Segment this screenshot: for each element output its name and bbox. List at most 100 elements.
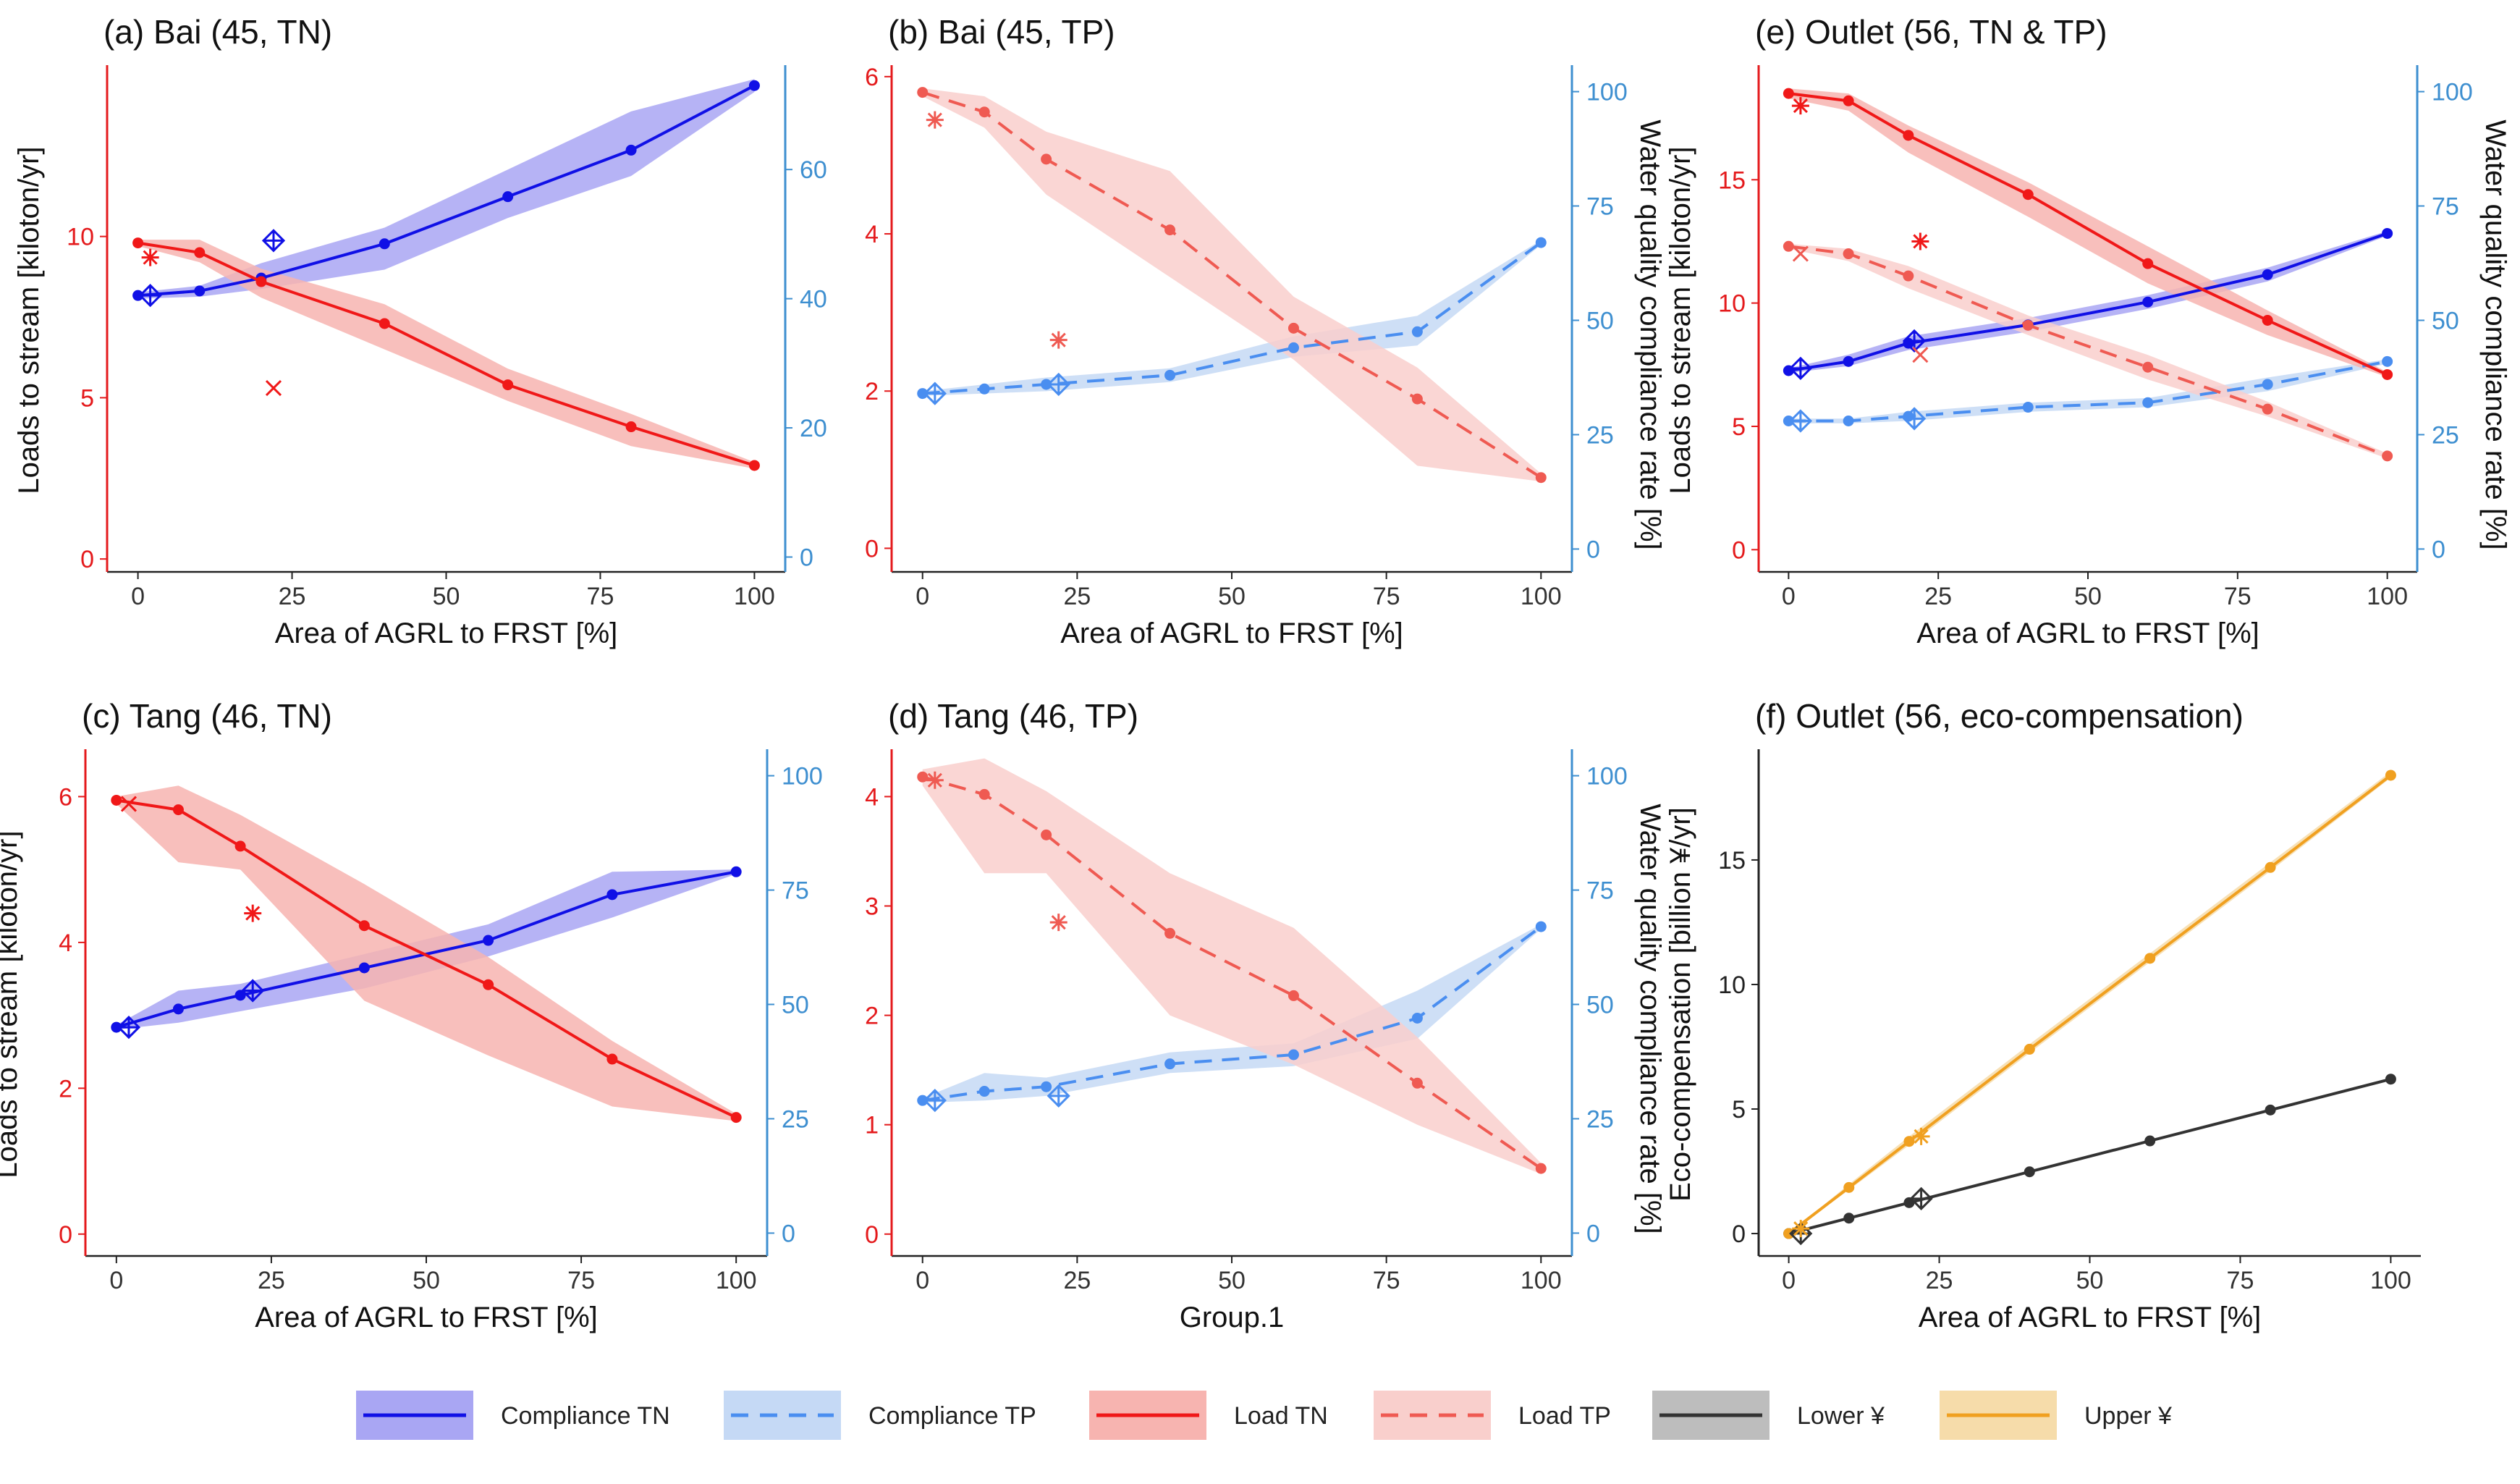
data-point	[625, 421, 637, 433]
data-point	[2142, 258, 2154, 269]
asterisk-mark	[926, 111, 944, 129]
data-point	[2024, 1166, 2035, 1178]
marker-diamond	[1902, 407, 1927, 431]
legend-label: Compliance TP	[868, 1402, 1036, 1430]
data-point	[748, 80, 760, 91]
asterisk-mark	[244, 904, 262, 922]
y-axis-title-left: Loads to stream [kiloton/yr]	[0, 830, 23, 1178]
x-tick-label: 100	[2367, 583, 2408, 610]
x-tick-label: 50	[433, 583, 460, 610]
data-point	[483, 979, 494, 990]
data-point	[1843, 248, 1854, 260]
data-point	[730, 1112, 742, 1123]
asterisk-mark	[1791, 97, 1809, 115]
y-tick-label-left: 10	[67, 224, 94, 251]
x-axis-title: Area of AGRL to FRST [%]	[255, 1302, 598, 1333]
legend-label: Upper ¥	[2084, 1402, 2172, 1430]
y-axis-title-right: Water quality compliance rate [%]	[1634, 119, 1666, 549]
x-tick-label: 25	[1063, 1267, 1091, 1294]
marker-diamond	[1788, 356, 1813, 380]
data-point	[1411, 1012, 1423, 1024]
x-tick-label: 50	[1218, 583, 1246, 610]
data-point	[625, 144, 637, 156]
data-point	[1783, 1228, 1795, 1239]
legend-label: Load TP	[1518, 1402, 1611, 1430]
y-tick-label-left: 1	[865, 1112, 879, 1139]
y-tick-label-right: 20	[800, 415, 827, 442]
y-tick-label-left: 2	[59, 1075, 72, 1103]
x-tick-label: 0	[1782, 583, 1796, 610]
y-tick-label-left: 10	[1718, 971, 1746, 999]
y-tick-label-left: 0	[1732, 1220, 1746, 1248]
cross-mark	[265, 379, 282, 397]
legend: Compliance TN Compliance TP Load TN Load TP…	[356, 1391, 2172, 1440]
data-point	[1903, 1136, 1915, 1147]
series-line-lower-	[1788, 1077, 2391, 1235]
x-tick-label: 50	[2074, 583, 2102, 610]
data-point	[1535, 1163, 1547, 1174]
data-point	[1783, 240, 1794, 252]
y-tick-label-left: 2	[865, 378, 879, 405]
asterisk-mark	[1049, 331, 1067, 349]
y-tick-label-right: 40	[800, 286, 827, 313]
legend-item: Load TP	[1374, 1391, 1611, 1440]
data-point	[2022, 402, 2034, 413]
marker-diamond	[1788, 409, 1813, 433]
data-point	[1288, 1049, 1299, 1061]
data-point	[917, 87, 929, 98]
marker-cross	[1792, 245, 1809, 262]
data-point	[978, 788, 990, 800]
data-point	[1903, 130, 1914, 141]
marker-asterisk	[1049, 914, 1067, 932]
data-point	[1843, 416, 1854, 426]
asterisk-mark	[141, 248, 159, 266]
x-tick-label: 0	[131, 583, 145, 610]
y-tick-label-left: 0	[1732, 536, 1746, 564]
diamond-plus-mark	[1788, 356, 1813, 380]
band-compliance-tp	[922, 240, 1542, 396]
y-axis-title-left: Loads to stream [kiloton/yr]	[13, 146, 45, 494]
marker-asterisk	[1791, 97, 1809, 115]
asterisk-mark	[1792, 1220, 1810, 1238]
y-tick-label-right: 100	[2432, 79, 2473, 106]
data-point	[132, 290, 144, 301]
data-point	[978, 106, 990, 118]
legend-label: Lower ¥	[1797, 1402, 1885, 1430]
data-point	[1288, 990, 1299, 1001]
data-point	[2262, 315, 2273, 326]
marker-asterisk	[1911, 232, 1929, 250]
panel-title: (f) Outlet (56, eco-compensation)	[1755, 697, 2244, 735]
x-tick-label: 100	[1521, 1267, 1562, 1294]
diamond-plus-mark	[1788, 409, 1813, 433]
data-point	[1041, 829, 1052, 840]
data-point	[172, 1003, 184, 1015]
x-tick-label: 0	[916, 583, 929, 610]
data-point	[2022, 319, 2034, 331]
y-tick-label-left: 15	[1718, 166, 1746, 194]
x-tick-label: 50	[2076, 1267, 2104, 1294]
data-point	[1535, 237, 1547, 248]
legend-label: Compliance TN	[501, 1402, 670, 1430]
marker-diamond	[1047, 1084, 1070, 1108]
legend-item: Compliance TN	[356, 1391, 670, 1440]
x-tick-label: 75	[1373, 583, 1400, 610]
data-point	[2142, 296, 2154, 308]
data-point	[2142, 361, 2154, 373]
panel-b: (b) Bai (45, TP) 0 25 50 75 100 0 2 4 6 0 25 50 75 100…	[865, 13, 1666, 649]
marker-asterisk	[244, 904, 262, 922]
x-tick-label: 75	[587, 583, 614, 610]
y-tick-label-left: 4	[865, 221, 879, 248]
y-tick-label-left: 15	[1718, 847, 1746, 874]
x-tick-label: 0	[916, 1267, 929, 1294]
diamond-plus-mark	[117, 1015, 141, 1040]
data-point	[502, 379, 514, 391]
data-point	[234, 840, 246, 852]
y-tick-label-right: 100	[782, 763, 823, 791]
data-point	[1903, 270, 1914, 282]
band-compliance-tp	[1788, 359, 2388, 423]
y-tick-label-right: 50	[2432, 308, 2459, 335]
data-point	[1041, 379, 1052, 390]
panel-title: (e) Outlet (56, TN & TP)	[1755, 13, 2107, 51]
panel-title: (d) Tang (46, TP)	[888, 697, 1138, 735]
